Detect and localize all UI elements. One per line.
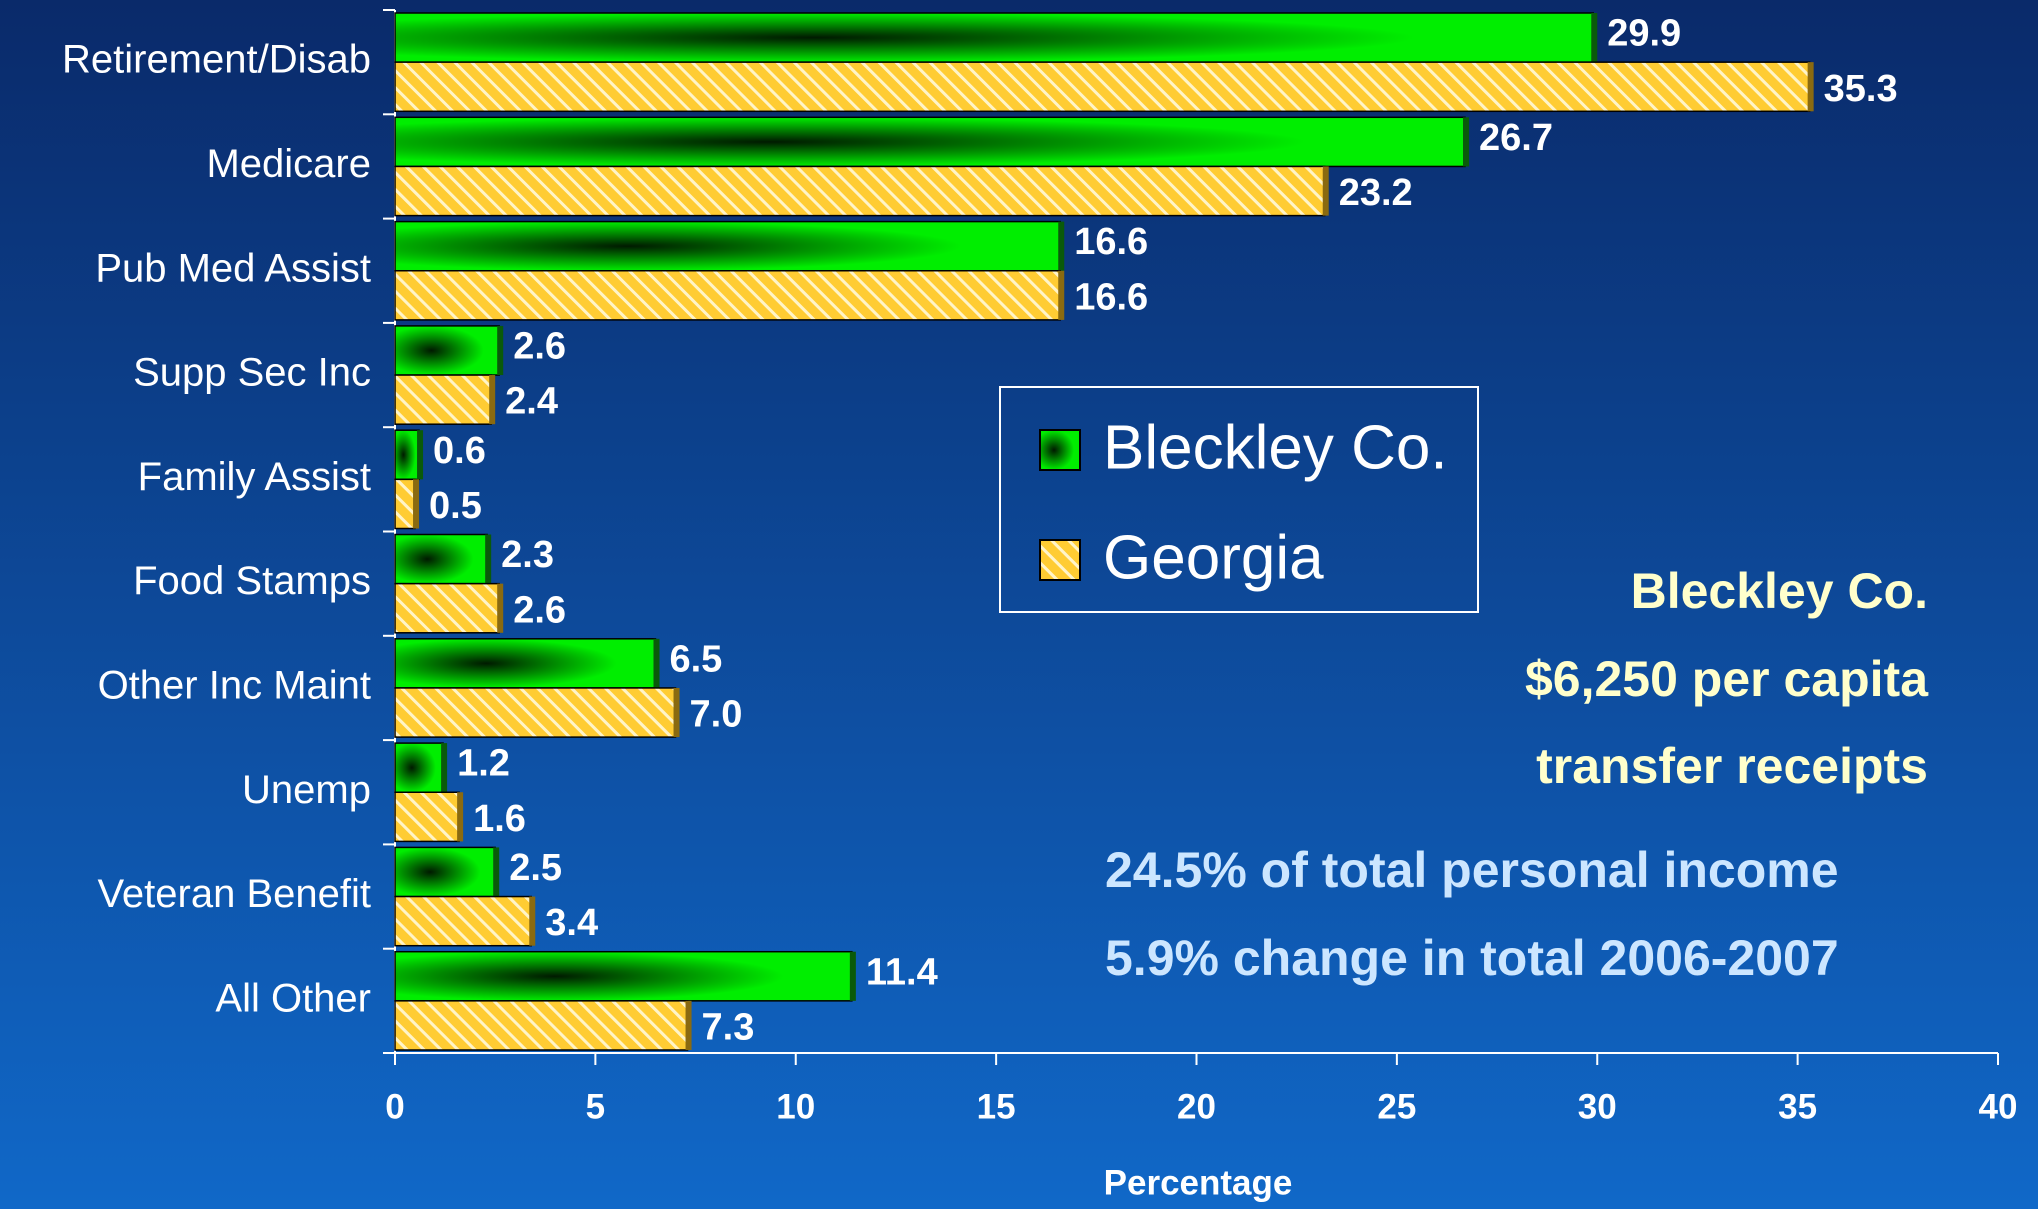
category-label: Other Inc Maint — [98, 664, 371, 708]
bar-edge — [1058, 270, 1065, 320]
bar — [394, 325, 500, 376]
bar — [394, 742, 444, 793]
bar — [394, 895, 533, 947]
value-label: 26.7 — [1479, 117, 1553, 159]
legend-swatch — [1039, 539, 1081, 581]
bar-edge — [441, 743, 448, 793]
category-label: All Other — [215, 976, 371, 1020]
bar — [394, 429, 420, 481]
bar-edge — [1807, 62, 1814, 112]
bar — [394, 116, 1466, 168]
bar — [394, 582, 500, 634]
value-label: 1.2 — [457, 743, 510, 785]
annotation: Bleckley Co. — [1631, 563, 1928, 619]
x-tick-label: 15 — [977, 1087, 1016, 1126]
category-label: Family Assist — [138, 455, 371, 499]
bar-edge — [457, 792, 464, 842]
value-label: 1.6 — [473, 798, 526, 840]
x-tick-label: 35 — [1778, 1087, 1817, 1126]
bar-edge — [485, 534, 492, 584]
bar — [394, 270, 1061, 321]
bar — [394, 950, 853, 1002]
bar-edge — [1463, 117, 1470, 167]
value-label: 2.5 — [509, 847, 562, 889]
value-label: 29.9 — [1607, 13, 1681, 55]
bar-edge — [653, 638, 660, 688]
category-label: Pub Med Assist — [95, 246, 371, 290]
bar — [394, 165, 1326, 217]
value-label: 11.4 — [866, 951, 938, 993]
bar — [394, 61, 1811, 113]
value-label: 35.3 — [1824, 68, 1898, 110]
bar — [394, 533, 488, 585]
value-label: 2.6 — [513, 326, 566, 368]
bar-edge — [1591, 13, 1598, 63]
value-label: 6.5 — [669, 638, 722, 680]
legend-box — [999, 386, 1479, 613]
bar — [394, 846, 496, 898]
annotation: 24.5% of total personal income — [1105, 842, 1839, 898]
value-label: 2.3 — [501, 534, 554, 576]
x-tick-label: 20 — [1177, 1087, 1216, 1126]
value-label: 16.6 — [1074, 276, 1148, 318]
legend-label: Bleckley Co. — [1103, 413, 1448, 482]
x-tick-label: 0 — [385, 1087, 404, 1126]
bar-edge — [497, 325, 504, 376]
value-label: 3.4 — [545, 902, 598, 944]
category-label: Medicare — [206, 142, 371, 186]
bar-edge — [1058, 221, 1065, 271]
value-label: 0.6 — [433, 430, 486, 472]
annotation: $6,250 per capita — [1525, 651, 1929, 707]
category-label: Food Stamps — [133, 559, 371, 603]
x-tick-label: 25 — [1377, 1087, 1416, 1126]
annotation: 5.9% change in total 2006-2007 — [1105, 930, 1839, 986]
value-label: 16.6 — [1074, 221, 1148, 263]
bar — [394, 220, 1061, 272]
category-label: Supp Sec Inc — [133, 351, 371, 395]
bar — [394, 1000, 689, 1051]
bar — [394, 791, 460, 843]
value-label: 2.4 — [505, 381, 558, 423]
bar-edge — [1322, 166, 1329, 216]
category-label: Retirement/Disab — [62, 38, 371, 82]
value-label: 0.5 — [429, 485, 482, 527]
bar-edge — [849, 951, 856, 1001]
value-label: 7.3 — [702, 1006, 755, 1048]
bar-edge — [529, 896, 536, 946]
bar — [394, 478, 416, 530]
x-tick-label: 10 — [776, 1087, 815, 1126]
value-label: 2.6 — [513, 589, 566, 631]
bar-edge — [673, 687, 680, 738]
bar-edge — [685, 1000, 692, 1050]
x-tick-label: 30 — [1578, 1087, 1617, 1126]
bar — [394, 638, 657, 689]
legend-swatch — [1039, 429, 1081, 471]
x-tick-label: 5 — [586, 1087, 605, 1126]
value-label: 7.0 — [690, 694, 743, 736]
bar-edge — [489, 375, 496, 425]
legend-label: Georgia — [1103, 523, 1324, 592]
bar-edge — [497, 583, 504, 633]
bar — [394, 12, 1594, 63]
bar — [394, 374, 492, 425]
x-axis-label: Percentage — [1104, 1163, 1293, 1202]
annotation: transfer receipts — [1536, 738, 1928, 794]
category-label: Unemp — [242, 768, 371, 812]
bar-edge — [417, 430, 424, 480]
bar — [394, 687, 677, 738]
bar-edge — [493, 847, 500, 897]
bar-edge — [413, 479, 420, 529]
category-label: Veteran Benefit — [97, 872, 371, 916]
x-tick-label: 40 — [1979, 1087, 2018, 1126]
value-label: 23.2 — [1339, 172, 1413, 214]
